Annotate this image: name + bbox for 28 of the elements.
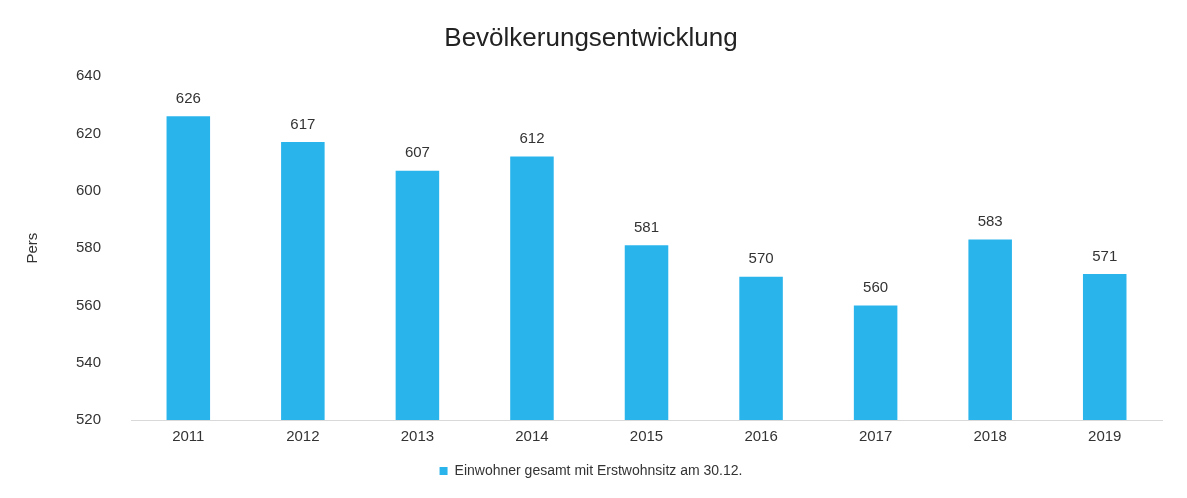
y-tick-label: 560 [76,295,102,313]
y-tick-label: 640 [76,66,102,84]
x-tick-label: 2012 [286,427,320,445]
y-axis-title: Pers [23,232,41,264]
data-label: 617 [290,114,316,132]
chart-title: Bevölkerungsentwicklung [444,21,738,52]
y-tick-label: 520 [76,410,102,428]
data-label: 560 [863,278,889,296]
x-tick-label: 2015 [629,427,664,445]
x-tick-label: 2013 [400,427,435,445]
data-label: 612 [519,129,545,147]
x-tick-label: 2016 [744,427,778,445]
data-label: 626 [175,88,201,106]
x-tick-label: 2014 [515,427,549,445]
x-tick-label: 2011 [172,427,205,445]
x-tick-label: 2017 [858,427,893,445]
y-tick-label: 580 [76,238,102,256]
data-label: 570 [748,249,774,267]
data-label: 607 [404,143,430,161]
y-tick-label: 620 [76,123,102,141]
data-label: 583 [977,212,1003,230]
y-tick-label: 540 [76,352,102,370]
x-tick-label: 2018 [973,427,1007,445]
legend-label: Einwohner gesamt mit Erstwohnsitz am 30.12. [454,461,743,478]
data-label: 581 [634,217,660,235]
data-label: 571 [1092,246,1118,264]
x-tick-label: 2019 [1088,427,1122,445]
y-tick-label: 600 [76,180,102,198]
